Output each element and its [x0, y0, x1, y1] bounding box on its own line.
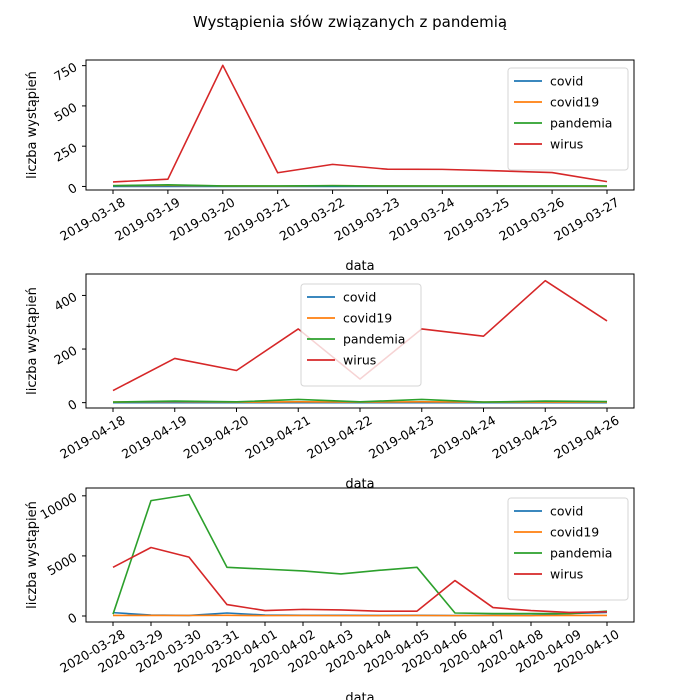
x-tick-label: 2019-04-21	[242, 412, 312, 461]
legend: covid covid19 pandemia wirus	[507, 67, 629, 171]
series-lines	[112, 493, 608, 617]
legend: covid covid19 pandemia wirus	[507, 497, 629, 601]
y-tick-label: 0	[65, 180, 79, 197]
legend-label-wirus: wirus	[550, 137, 583, 152]
figure-title: Wystąpienia słów związanych z pandemią	[193, 13, 507, 31]
y-axis-label: liczba wystąpień	[25, 287, 40, 395]
legend-label-pandemia: pandemia	[343, 332, 405, 347]
legend-label-covid: covid	[343, 290, 376, 305]
x-axis-label: data	[345, 691, 374, 700]
y-tick-label: 200	[51, 343, 79, 368]
x-axis-label: data	[345, 259, 374, 274]
x-tick-label: 2019-04-18	[57, 412, 127, 461]
subplots: 2019-03-182019-03-192019-03-202019-03-21…	[25, 59, 635, 700]
x-axis: 2020-03-282020-03-292020-03-302020-03-31…	[57, 622, 622, 676]
legend-label-covid19: covid19	[550, 95, 599, 110]
legend-label-wirus: wirus	[343, 353, 376, 368]
legend-label-covid: covid	[550, 504, 583, 519]
x-axis: 2019-03-182019-03-192019-03-202019-03-21…	[57, 190, 622, 244]
y-tick-label: 750	[51, 59, 79, 84]
y-axis: 0 5000 10000	[38, 489, 86, 627]
y-tick-label: 500	[51, 99, 79, 124]
y-axis: 0 200 400	[51, 289, 86, 413]
y-tick-label: 250	[51, 140, 79, 165]
y-axis-label: liczba wystąpień	[25, 501, 40, 609]
series-line-pandemia	[112, 493, 608, 615]
series-line-pandemia	[112, 398, 608, 403]
x-tick-label: 2019-04-24	[428, 412, 498, 461]
legend-label-covid19: covid19	[343, 311, 392, 326]
y-axis-label: liczba wystąpień	[25, 71, 40, 179]
x-tick-label: 2019-04-25	[489, 412, 559, 461]
series-lines	[112, 64, 608, 188]
x-tick-label: 2019-04-26	[551, 412, 621, 461]
x-tick-label: 2019-04-23	[366, 412, 436, 461]
y-axis: 0 250 500 750	[51, 59, 86, 197]
x-tick-label: 2019-04-19	[119, 412, 189, 461]
axes-frame	[85, 487, 635, 623]
x-axis: 2019-04-182019-04-192019-04-202019-04-21…	[57, 408, 622, 462]
series-line-pandemia	[112, 184, 607, 187]
subplot-2: 2019-04-182019-04-192019-04-202019-04-21…	[25, 273, 635, 492]
y-tick-label: 5000	[44, 549, 79, 578]
series-line-wirus	[112, 546, 608, 614]
y-tick-label: 0	[65, 396, 79, 413]
y-tick-label: 10000	[38, 489, 80, 522]
legend-label-covid19: covid19	[550, 525, 599, 540]
subplot-1: 2019-03-182019-03-192019-03-202019-03-21…	[25, 59, 635, 274]
x-axis-label: data	[345, 477, 374, 492]
series-lines	[112, 279, 608, 404]
axes-frame	[85, 59, 635, 191]
legend: covid covid19 pandemia wirus	[300, 283, 422, 387]
x-tick-label: 2019-04-22	[304, 412, 374, 461]
legend-label-covid: covid	[550, 74, 583, 89]
x-tick-label: 2019-04-20	[181, 412, 251, 461]
y-tick-label: 400	[51, 289, 79, 314]
legend-label-pandemia: pandemia	[550, 546, 612, 561]
legend-label-pandemia: pandemia	[550, 116, 612, 131]
y-tick-label: 0	[65, 610, 79, 627]
subplot-3: 2020-03-282020-03-292020-03-302020-03-31…	[25, 487, 635, 700]
legend-label-wirus: wirus	[550, 567, 583, 582]
series-line-wirus	[112, 64, 608, 183]
